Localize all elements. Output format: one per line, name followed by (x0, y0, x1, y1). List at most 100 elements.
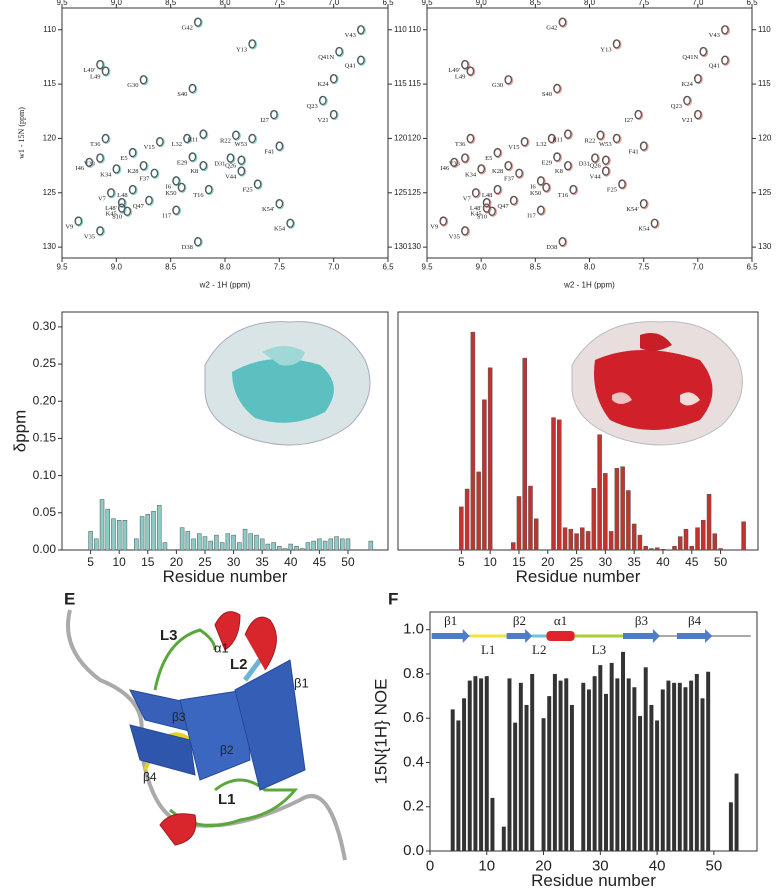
peak (471, 188, 480, 198)
peak (286, 218, 295, 228)
peak-label: G42 (546, 25, 557, 32)
peak (172, 176, 180, 186)
x-tick-label: 7.0 (328, 0, 340, 7)
peak-label: R22 (220, 138, 231, 145)
peak-label: K34 (100, 171, 112, 178)
bar (655, 720, 660, 851)
peak (721, 25, 729, 35)
y-axis-label: 15N{1H} NOE (371, 679, 390, 785)
x-tick-label: 9.5 (56, 0, 68, 7)
peak-label: V9 (65, 224, 73, 231)
peak (193, 17, 202, 27)
peak-label: V33 (449, 160, 460, 167)
peak-label: L48' (105, 205, 117, 212)
bar (368, 540, 374, 551)
peak (520, 137, 529, 147)
strand (623, 629, 660, 643)
y-tick-label: 0.20 (33, 393, 57, 407)
peak-label: L49' (83, 67, 95, 74)
bar (317, 538, 322, 551)
y-tick-label: 0.05 (33, 505, 57, 519)
peak (248, 39, 257, 49)
peak-label: L49' (448, 67, 460, 74)
peak-label: F37 (139, 176, 150, 183)
bar (479, 678, 484, 851)
peak-label: I17 (162, 213, 171, 220)
x-axis-label: Residue number (531, 871, 656, 890)
peak (85, 157, 94, 167)
peak (558, 237, 567, 247)
y-tick-label: 110 (408, 25, 421, 34)
peak-label: V44 (225, 174, 237, 181)
bar (339, 538, 345, 551)
peak-label: Q41 (709, 63, 720, 70)
peak-label: K50 (165, 190, 176, 197)
bar (683, 528, 689, 551)
peak-label: I6 (166, 183, 172, 190)
bar (484, 676, 489, 851)
bar (643, 546, 648, 551)
peak (123, 206, 132, 216)
peak (96, 153, 104, 163)
peak-label: K54 (638, 226, 650, 233)
bar (552, 673, 557, 851)
x-tick-label: 30 (592, 857, 609, 874)
peak-label: V43 (345, 32, 356, 39)
y-tick-label: 0.30 (33, 319, 57, 333)
x-tick-label: 9.5 (421, 262, 433, 271)
peak (639, 199, 648, 209)
x-tick-label: 8.5 (530, 0, 542, 7)
bar (631, 523, 637, 551)
bar (122, 520, 128, 551)
x-tick-label: 7.5 (274, 0, 286, 7)
bar (700, 698, 705, 851)
y-tick-label: 0.0 (403, 842, 424, 859)
peak (612, 39, 621, 49)
y-tick-label: 120 (408, 134, 422, 143)
bar (706, 493, 712, 551)
peak-label: Q26 (590, 163, 602, 170)
peak-label: V35 (449, 233, 460, 240)
peak-label: V15 (144, 144, 155, 151)
x-tick-label: 8.0 (584, 0, 596, 7)
peak-label: S10 (477, 214, 487, 221)
peak (569, 184, 578, 195)
x-tick-label: 7.5 (638, 262, 650, 271)
x-tick-label: 8.0 (219, 262, 231, 271)
x-tick-label: 15 (141, 555, 155, 569)
bar (328, 538, 334, 551)
bar (541, 718, 546, 851)
bar (88, 531, 93, 551)
peak (477, 164, 486, 174)
bar (609, 662, 614, 851)
secondary-structure-label: β3 (635, 613, 648, 628)
bar (569, 704, 574, 851)
x-tick-label: 9.5 (421, 0, 433, 7)
x-axis-label: Residue number (516, 567, 641, 586)
peak-label: E5 (120, 155, 127, 162)
bar (643, 667, 648, 851)
x-tick-label: 40 (649, 857, 666, 874)
bar (345, 538, 351, 551)
bar (706, 671, 711, 851)
peak (329, 109, 338, 120)
bar (513, 722, 518, 851)
x-tick-label: 25 (198, 555, 212, 569)
bar (614, 467, 620, 551)
peak-label: K54' (626, 206, 638, 213)
bar (464, 488, 470, 551)
y-tick-label: 115 (43, 79, 56, 88)
peak (591, 153, 599, 163)
x-tick-label: 7.5 (274, 262, 286, 271)
peak-label: V9 (430, 224, 438, 231)
x-tick-label: 40 (284, 555, 298, 569)
bar (185, 531, 191, 551)
peak (634, 109, 643, 120)
peak (699, 46, 708, 57)
bar (689, 546, 695, 551)
x-tick-label: 15 (512, 555, 526, 569)
bar (564, 678, 569, 851)
peak-label: K54' (262, 206, 274, 213)
peak-label: L48 (117, 192, 127, 199)
peak (493, 184, 502, 195)
